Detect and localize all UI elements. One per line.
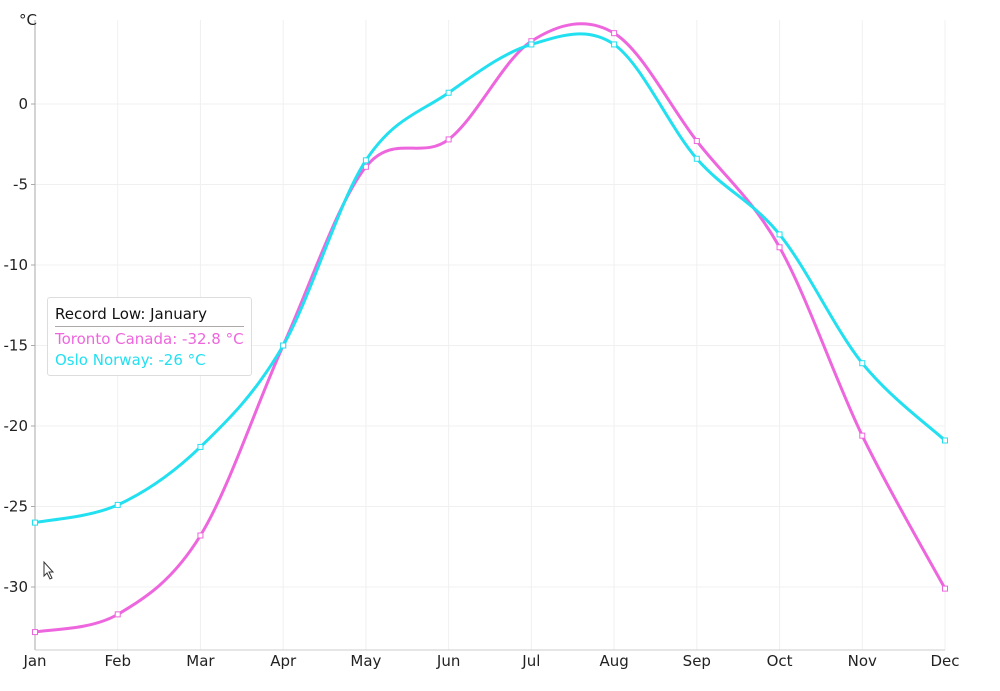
data-point <box>32 629 38 636</box>
x-tick-label: Dec <box>930 652 959 670</box>
data-point <box>280 342 287 349</box>
data-point <box>197 443 204 450</box>
x-tick-label: Feb <box>104 652 131 670</box>
x-tick-label: Oct <box>767 652 793 670</box>
x-tick-label: Mar <box>186 652 215 670</box>
data-point <box>114 611 121 618</box>
y-tick-label: 0 <box>18 95 28 113</box>
data-point <box>776 231 783 238</box>
tooltip: Record Low: January Toronto Canada: -32.… <box>47 297 252 376</box>
x-tick-label: May <box>350 652 381 670</box>
y-axis-label: °C <box>19 11 37 29</box>
data-point <box>693 155 700 162</box>
x-tick-label: Jan <box>22 652 46 670</box>
data-point <box>197 532 204 539</box>
y-tick-label: -25 <box>4 498 29 516</box>
data-point <box>859 360 866 367</box>
series-line <box>34 22 947 634</box>
data-point <box>362 157 369 164</box>
y-tick-label: -15 <box>4 337 29 355</box>
x-tick-label: Aug <box>599 652 628 670</box>
y-tick-label: -30 <box>4 578 29 596</box>
y-tick-label: -20 <box>4 417 29 435</box>
series-oslo-norway <box>32 32 948 526</box>
x-tick-label: Jul <box>521 652 540 670</box>
data-point <box>611 41 618 48</box>
data-point <box>114 501 121 508</box>
tooltip-title: Record Low: January <box>55 304 244 327</box>
data-point <box>445 136 452 143</box>
data-point <box>445 89 452 96</box>
x-tick-label: Apr <box>270 652 297 670</box>
data-point <box>611 30 618 37</box>
y-tick-label: -10 <box>4 256 29 274</box>
data-point <box>942 437 948 444</box>
data-point <box>32 519 38 526</box>
data-point <box>776 244 783 251</box>
data-point <box>859 432 866 439</box>
data-point <box>693 138 700 145</box>
y-tick-label: -5 <box>13 176 28 194</box>
mouse-cursor-icon <box>43 560 55 580</box>
series-line <box>34 32 947 525</box>
x-tick-label: Nov <box>848 652 877 670</box>
series-toronto-canada <box>32 22 948 636</box>
data-point <box>528 41 535 48</box>
x-tick-label: Sep <box>683 652 711 670</box>
x-tick-label: Jun <box>436 652 460 670</box>
data-point <box>942 585 948 592</box>
tooltip-toronto: Toronto Canada: -32.8 °C <box>55 330 244 348</box>
tooltip-oslo: Oslo Norway: -26 °C <box>55 351 206 369</box>
